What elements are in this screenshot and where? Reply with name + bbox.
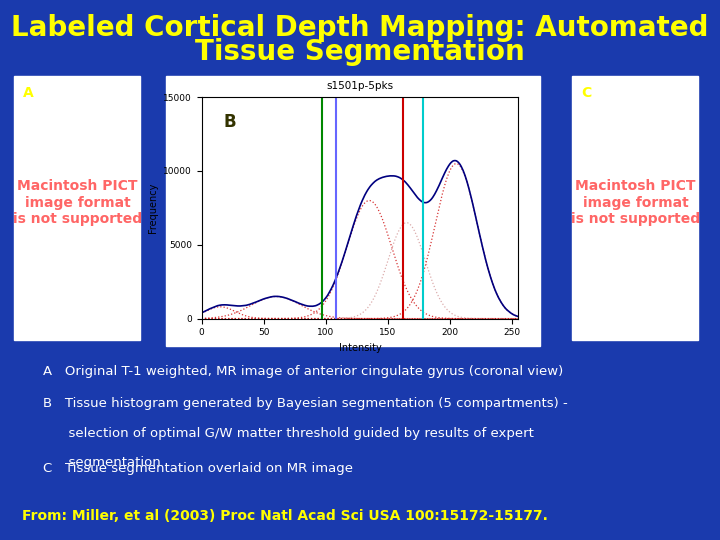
Text: B   Tissue histogram generated by Bayesian segmentation (5 compartments) -: B Tissue histogram generated by Bayesian… [43, 397, 568, 410]
Text: selection of optimal G/W matter threshold guided by results of expert: selection of optimal G/W matter threshol… [43, 427, 534, 440]
FancyBboxPatch shape [572, 76, 698, 340]
Title: s1501p-5pks: s1501p-5pks [326, 81, 394, 91]
Text: segmentation: segmentation [43, 456, 161, 469]
Text: C   Tissue segmentation overlaid on MR image: C Tissue segmentation overlaid on MR ima… [43, 462, 354, 475]
Text: From: Miller, et al (2003) Proc Natl Acad Sci USA 100:15172-15177.: From: Miller, et al (2003) Proc Natl Aca… [22, 509, 547, 523]
Text: A   Original T-1 weighted, MR image of anterior cingulate gyrus (coronal view): A Original T-1 weighted, MR image of ant… [43, 364, 564, 377]
X-axis label: Intensity: Intensity [338, 343, 382, 353]
Y-axis label: Frequency: Frequency [148, 183, 158, 233]
Text: Macintosh PICT
image format
is not supported: Macintosh PICT image format is not suppo… [13, 179, 142, 226]
FancyBboxPatch shape [14, 76, 140, 340]
Text: A: A [23, 86, 34, 100]
Text: C: C [581, 86, 591, 100]
FancyBboxPatch shape [166, 76, 540, 346]
Text: B: B [224, 113, 236, 131]
Text: Labeled Cortical Depth Mapping: Automated: Labeled Cortical Depth Mapping: Automate… [12, 14, 708, 42]
Text: Macintosh PICT
image format
is not supported: Macintosh PICT image format is not suppo… [571, 179, 700, 226]
Text: Tissue Segmentation: Tissue Segmentation [195, 38, 525, 66]
